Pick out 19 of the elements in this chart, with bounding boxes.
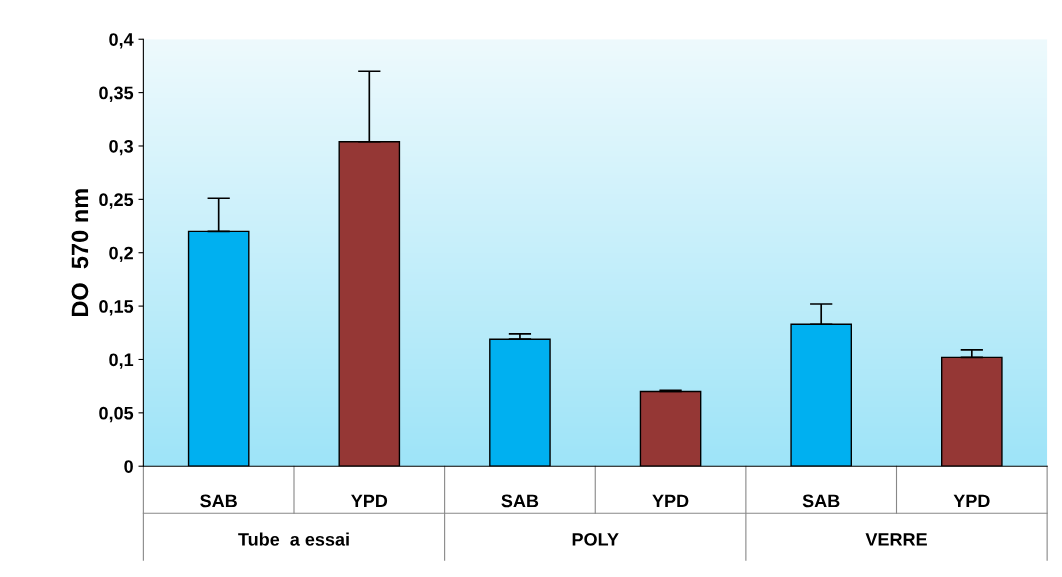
x-tick-label: YPD xyxy=(953,494,990,508)
x-tick-label: SAB xyxy=(802,494,840,508)
y-axis-title: DO 570 nm xyxy=(71,189,89,317)
y-tick-label: 0,1 xyxy=(109,353,134,369)
y-tick-label: 0,2 xyxy=(109,246,133,263)
y-tick-label: 0,4 xyxy=(109,33,134,49)
y-tick-label: 0,05 xyxy=(99,406,134,423)
y-tick-label: 0 xyxy=(124,460,133,473)
text: VERRE xyxy=(865,533,927,546)
y-tick-label: 0,35 xyxy=(99,86,134,102)
y-tick-label: 0,25 xyxy=(99,193,134,209)
y-tick-label: 0,3 xyxy=(109,139,133,156)
x-tick-label: YPD xyxy=(351,494,388,508)
text: POLY xyxy=(572,533,619,546)
x-tick-label: SAB xyxy=(501,494,539,508)
y-tick-label: 0,15 xyxy=(99,300,134,316)
x-tick-label: SAB xyxy=(200,494,237,508)
x-tick-label: YPD xyxy=(652,494,689,508)
text: Tube a essai xyxy=(238,532,349,546)
